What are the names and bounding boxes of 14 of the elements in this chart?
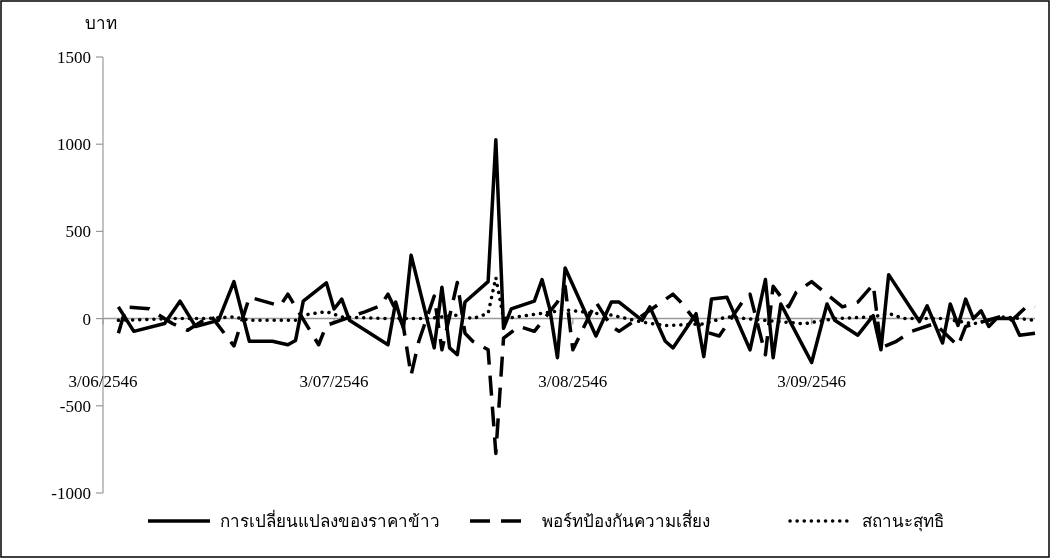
y-tick-label: 0	[82, 309, 91, 329]
y-axis-title: บาท	[85, 14, 117, 33]
x-tick-label: 3/09/2546	[777, 371, 847, 391]
y-tick-label: 1500	[57, 48, 91, 67]
legend-label: พอร์ทป้องกันความเสี่ยง	[542, 509, 710, 531]
y-tick-label: 500	[65, 222, 91, 242]
legend-label: การเปลี่ยนแปลงของราคาข้าว	[220, 509, 440, 531]
x-tick-label: 3/06/2546	[68, 371, 138, 391]
y-tick-label: 1000	[57, 135, 91, 155]
y-tick-label: -1000	[51, 484, 91, 503]
legend-label: สถานะสุทธิ	[862, 511, 944, 532]
y-tick-label: -500	[59, 396, 91, 416]
x-tick-label: 3/07/2546	[299, 371, 369, 391]
x-tick-label: 3/08/2546	[538, 371, 608, 391]
